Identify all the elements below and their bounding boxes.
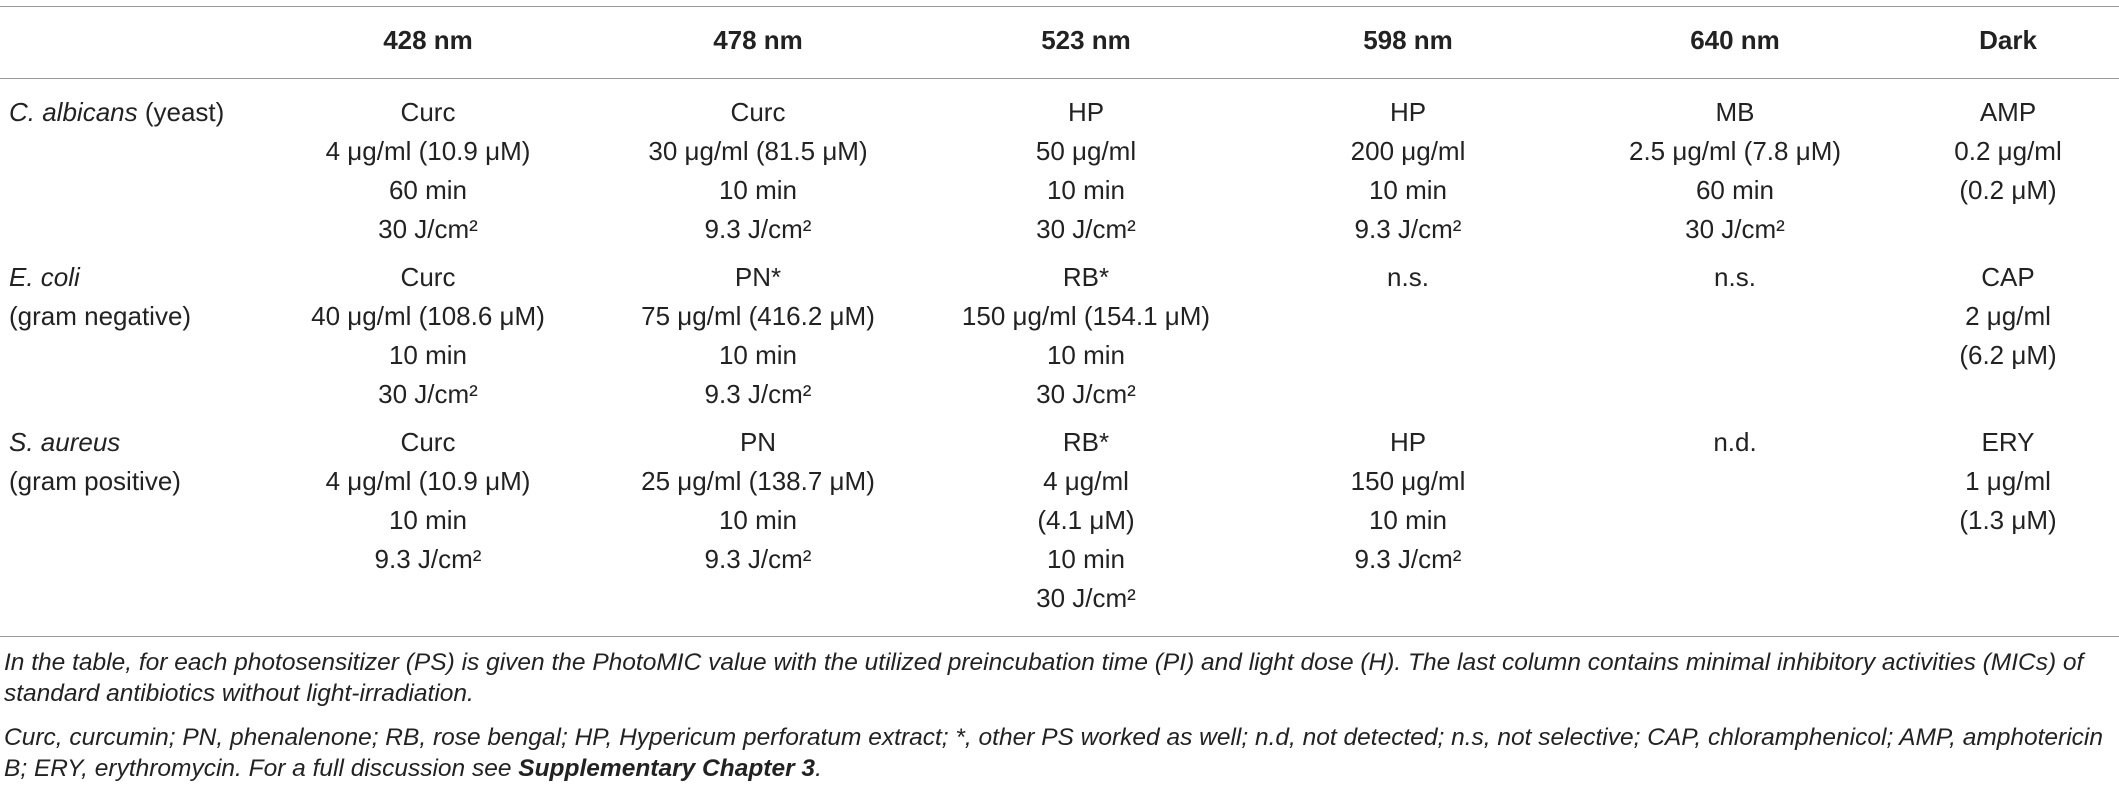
cell-line: (4.1 μM) (1037, 505, 1135, 535)
cell-line: 30 J/cm² (1036, 379, 1136, 409)
footnote: In the table, for each photosensitizer (… (4, 649, 2084, 707)
cell-line: 10 min (718, 175, 798, 205)
row-label: C. albicans (yeast) (9, 93, 224, 132)
column-header: 598 nm (1363, 25, 1453, 55)
cell-line: HP (1389, 427, 1427, 457)
bottom-rule (0, 636, 2119, 637)
footnote-text: Curc, curcumin; PN, phenalenone; RB, ros… (4, 724, 2103, 782)
footnote-end: . (815, 755, 822, 782)
cell-line: (6.2 μM) (1959, 340, 2057, 370)
cell-line: 25 μg/ml (138.7 μM) (641, 466, 875, 496)
cell-line: 30 J/cm² (378, 379, 478, 409)
cell-line: HP (1067, 97, 1105, 127)
row-label-species: C. albicans (9, 97, 138, 127)
cell-line: 9.3 J/cm² (704, 214, 812, 244)
column-header: 640 nm (1690, 25, 1780, 55)
cell-line: 4 μg/ml (1043, 466, 1129, 496)
cell-line: 30 J/cm² (1036, 214, 1136, 244)
cell-line: 30 J/cm² (1685, 214, 1785, 244)
cell-line: 9.3 J/cm² (704, 544, 812, 574)
cell-line: 150 μg/ml (154.1 μM) (961, 301, 1211, 331)
cell-line: MB (1715, 97, 1755, 127)
cell-line: RB* (1062, 427, 1110, 457)
cell-line: Curc (730, 97, 786, 127)
cell-line: 10 min (1046, 544, 1126, 574)
row-label-species: E. coli (9, 262, 80, 292)
cell-line: 40 μg/ml (108.6 μM) (311, 301, 545, 331)
cell-line: n.d. (1713, 427, 1757, 457)
row-label-note: (gram positive) (9, 466, 181, 496)
cell-line: (0.2 μM) (1959, 175, 2057, 205)
cell-line: 4 μg/ml (10.9 μM) (325, 466, 531, 496)
cell-line: (1.3 μM) (1959, 505, 2057, 535)
row-label-note: (gram negative) (9, 301, 192, 331)
cell-line: 10 min (1368, 505, 1448, 535)
cell-line: 60 min (388, 175, 468, 205)
cell-line: 50 μg/ml (1035, 136, 1137, 166)
top-rule (0, 6, 2119, 7)
cell-line: 30 J/cm² (1036, 583, 1136, 613)
cell-line: 10 min (718, 505, 798, 535)
footnote: Curc, curcumin; PN, phenalenone; RB, ros… (4, 722, 2112, 784)
cell-line: 10 min (388, 505, 468, 535)
cell-line: CAP (1981, 262, 2035, 292)
cell-line: 10 min (388, 340, 468, 370)
cell-line: 0.2 μg/ml (1954, 136, 2062, 166)
cell-line: 9.3 J/cm² (1354, 544, 1462, 574)
cell-line: 10 min (1046, 340, 1126, 370)
cell-line: Curc (400, 97, 456, 127)
row-label-note: (yeast) (137, 97, 225, 127)
cell-line: 2.5 μg/ml (7.8 μM) (1628, 136, 1842, 166)
column-header: 478 nm (713, 25, 803, 55)
cell-line: AMP (1979, 97, 2037, 127)
cell-line: 10 min (1368, 175, 1448, 205)
cell-line: 75 μg/ml (416.2 μM) (641, 301, 875, 331)
row-label: (gram negative) (9, 297, 191, 336)
cell-line: 9.3 J/cm² (1354, 214, 1462, 244)
cell-line: PN* (734, 262, 782, 292)
cell-line: HP (1389, 97, 1427, 127)
cell-line: 30 μg/ml (81.5 μM) (648, 136, 868, 166)
cell-line: 2 μg/ml (1965, 301, 2051, 331)
cell-line: 10 min (1046, 175, 1126, 205)
cell-line: n.s. (1714, 262, 1756, 292)
cell-line: n.s. (1387, 262, 1429, 292)
cell-line: 60 min (1695, 175, 1775, 205)
column-header: 523 nm (1041, 25, 1131, 55)
row-label: S. aureus (9, 423, 120, 462)
cell-line: 30 J/cm² (378, 214, 478, 244)
cell-line: 200 μg/ml (1350, 136, 1466, 166)
column-header: 428 nm (383, 25, 473, 55)
cell-line: PN (739, 427, 777, 457)
cell-line: 1 μg/ml (1965, 466, 2051, 496)
cell-line: Curc (400, 262, 456, 292)
cell-line: 9.3 J/cm² (704, 379, 812, 409)
row-label: (gram positive) (9, 462, 181, 501)
cell-line: 9.3 J/cm² (374, 544, 482, 574)
row-label: E. coli (9, 258, 80, 297)
cell-line: 10 min (718, 340, 798, 370)
cell-line: ERY (1981, 427, 2035, 457)
cell-line: 150 μg/ml (1350, 466, 1466, 496)
cell-line: 4 μg/ml (10.9 μM) (325, 136, 531, 166)
column-header: Dark (1979, 25, 2037, 55)
cell-line: RB* (1062, 262, 1110, 292)
cell-line: Curc (400, 427, 456, 457)
footnote-link: Supplementary Chapter 3 (518, 755, 816, 782)
row-label-species: S. aureus (9, 427, 121, 457)
header-rule (0, 78, 2119, 79)
